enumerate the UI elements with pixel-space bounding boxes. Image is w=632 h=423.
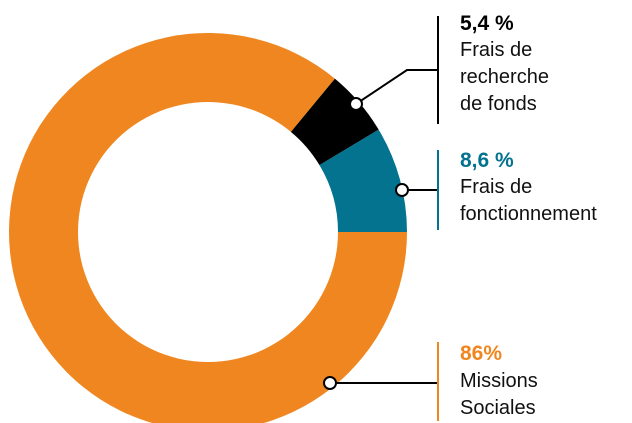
label-name-social-line1: Missions	[460, 370, 538, 392]
label-name-fundraising-line3: de fonds	[460, 93, 537, 115]
slice-operating	[319, 129, 407, 232]
label-name-fundraising-line1: Frais de	[460, 39, 532, 61]
label-value-social: 86%	[460, 342, 502, 365]
label-value-operating: 8,6 %	[460, 149, 514, 172]
label-name-social-line2: Sociales	[460, 397, 536, 419]
label-name-operating-line2: fonctionnement	[460, 203, 597, 225]
label-value-fundraising: 5,4 %	[460, 12, 514, 35]
slice-social	[9, 33, 407, 423]
marker-fundraising	[349, 97, 363, 111]
marker-social	[323, 376, 337, 390]
leader-lines	[323, 16, 439, 421]
leader-line-fundraising	[355, 69, 438, 105]
donut-slices	[9, 33, 407, 423]
marker-operating	[395, 183, 409, 197]
label-name-fundraising-line2: recherche	[460, 66, 549, 88]
label-name-operating-line1: Frais de	[460, 176, 532, 198]
slice-labels: 5,4 % Frais de recherche de fonds 8,6 % …	[460, 12, 597, 419]
